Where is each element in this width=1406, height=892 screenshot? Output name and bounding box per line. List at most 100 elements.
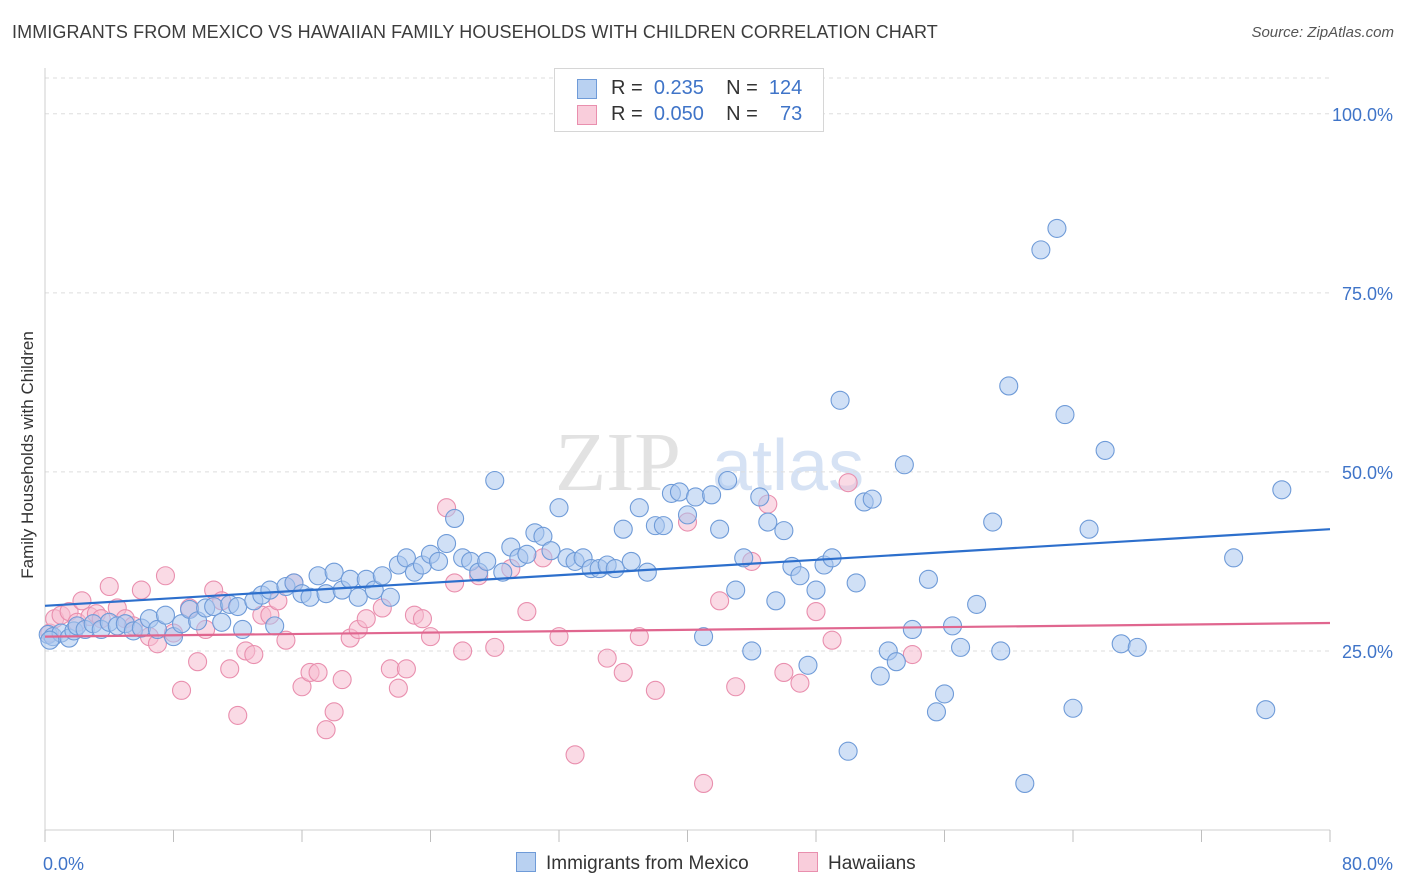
hawaiians-point (292, 677, 312, 697)
mexico-point (846, 573, 866, 593)
x-tick-label-min: 0.0% (43, 854, 84, 874)
mexico-point (999, 376, 1019, 396)
hawaiians-point (517, 602, 537, 622)
mexico-point (233, 619, 253, 640)
hawaiians-legend-swatch (798, 852, 818, 872)
mexico-point (1272, 480, 1292, 500)
hawaiians-point (99, 576, 119, 597)
hawaiians-trend-line (44, 621, 1331, 638)
axes (44, 68, 1331, 842)
mexico-point (316, 584, 336, 604)
mexico-point (1095, 440, 1115, 460)
mexico-point (1047, 218, 1067, 238)
mexico-point (477, 551, 497, 571)
hawaiians-point (613, 662, 633, 682)
hawaiians-swatch (577, 105, 597, 125)
mexico-point (228, 596, 248, 617)
mexico-point (806, 580, 826, 600)
watermark-zip: ZIP (555, 416, 681, 509)
mexico-point (669, 482, 690, 502)
hawaiians-point (324, 702, 344, 722)
mexico-point (212, 612, 232, 632)
mexico-point (348, 587, 368, 607)
mexico-point (926, 702, 947, 722)
hawaiians-point (412, 609, 433, 629)
mexico-point (790, 566, 810, 586)
mexico-point (862, 489, 882, 509)
mexico-point (830, 390, 850, 410)
mexico-point (934, 684, 955, 704)
n-label: N = (726, 77, 758, 99)
mexico-point (372, 566, 392, 586)
legend-item-hawaiians[interactable]: Hawaiians (798, 852, 916, 875)
chart-title: IMMIGRANTS FROM MEXICO VS HAWAIIAN FAMIL… (12, 22, 938, 42)
hawaiians-point (902, 644, 922, 665)
hawaiians-point (420, 627, 441, 647)
legend-item-mexico[interactable]: Immigrants from Mexico (516, 852, 749, 875)
hawaiians-point (445, 573, 465, 593)
y-tick-label: 100.0% (1332, 105, 1393, 125)
hawaiians-point (388, 678, 408, 698)
hawaiians-point (188, 652, 208, 672)
mexico-point (533, 526, 553, 546)
grid-lines (45, 77, 1330, 652)
hawaiians-point (726, 677, 746, 697)
mexico-point (613, 519, 633, 539)
y-tick-label: 75.0% (1342, 284, 1393, 304)
mexico-point (798, 655, 818, 675)
mexico-point (1111, 634, 1131, 654)
mexico-point (621, 551, 641, 571)
mexico-point (1055, 405, 1075, 425)
mexico-point (260, 580, 280, 600)
mexico-point (702, 485, 722, 505)
mexico-point (380, 587, 400, 607)
mexico-point (147, 619, 167, 640)
mexico-point (870, 666, 890, 686)
mexico-point (758, 512, 778, 532)
axis-labels: 25.0% 50.0% 75.0% 100.0% 0.0% 80.0% (43, 105, 1393, 874)
mexico-point (983, 512, 1003, 532)
mexico-point (951, 637, 971, 657)
mexico-point (1063, 698, 1083, 718)
mexico-point (308, 566, 328, 586)
x-tick-label-max: 80.0% (1342, 854, 1393, 874)
mexico-point (40, 630, 60, 650)
hawaiians-point (220, 659, 240, 679)
trend-lines (44, 528, 1331, 638)
mexico-point (967, 594, 987, 614)
hawaiians-point (356, 609, 376, 629)
mexico-point (340, 569, 360, 589)
hawaiians-point (276, 630, 296, 650)
mexico-point (155, 605, 176, 625)
mexico-point (605, 559, 625, 579)
watermark-atlas: atlas (712, 426, 864, 506)
mexico-point (902, 619, 922, 640)
legend-label-mexico: Immigrants from Mexico (546, 853, 749, 874)
mexico-point (1031, 240, 1051, 260)
y-axis-title: Family Households with Children (18, 331, 37, 579)
mexico-point (710, 519, 730, 539)
hawaiians-point (774, 662, 794, 682)
mexico-point (549, 498, 569, 518)
mexico-legend-swatch (516, 852, 536, 872)
hawaiians-point (131, 580, 151, 600)
hawaiians-point (332, 670, 352, 690)
mexico-point (774, 521, 794, 541)
n-label: N = (726, 103, 758, 125)
mexico-point (437, 533, 457, 554)
n-value: 73 (780, 103, 803, 125)
hawaiians-point (380, 659, 400, 679)
mexico-point (694, 627, 714, 647)
mexico-point (742, 641, 762, 661)
mexico-swatch (577, 79, 597, 99)
hawaiians-point (790, 673, 810, 693)
n-value: 124 (768, 77, 803, 99)
mexico-point (918, 569, 938, 589)
mexico-point (991, 641, 1011, 661)
mexico-point (1079, 519, 1099, 539)
mexico-point (1256, 700, 1276, 720)
mexico-point (766, 591, 786, 611)
hawaiians-point (629, 627, 649, 647)
mexico-point (204, 596, 224, 617)
mexico-trend-line (44, 528, 1331, 607)
